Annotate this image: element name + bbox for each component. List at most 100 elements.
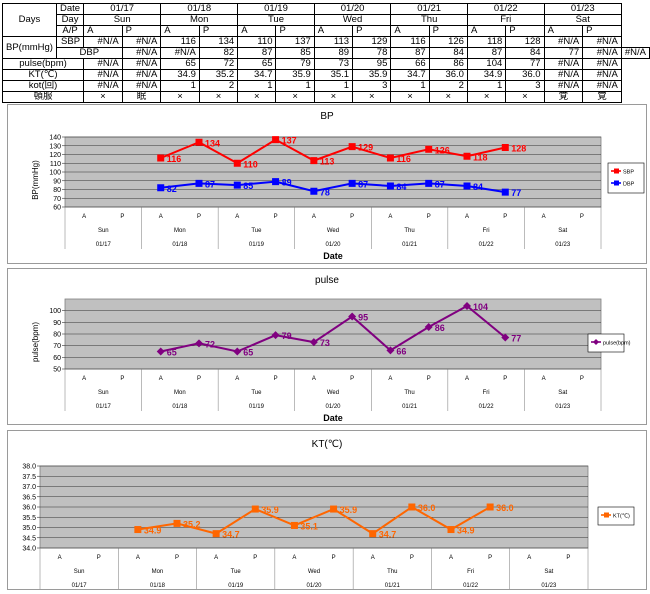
kot-cell: 2 (198, 80, 239, 92)
x-tick-label: A (292, 555, 296, 561)
data-point (134, 526, 142, 534)
x-day-label: Fri (467, 569, 474, 575)
x-date-label: 01/18 (150, 583, 166, 589)
kot-cell: 1 (275, 80, 315, 92)
ap-cell: P (428, 25, 468, 37)
bp-chart-panel: BP 60 70 80 90 100 110 120 130 140 BP(mmHg) A P A P A P A… (7, 104, 647, 264)
sbp-row: BP(mmHg) SBP #N/A #N/A 116 134 110 137 113 129 116… (2, 36, 650, 59)
vitals-table: Days Date 01/17 01/18 01/19 01/20 01/21 01/22 01… (1, 3, 650, 103)
data-point (447, 526, 455, 534)
sbp-cell: #N/A (83, 36, 123, 48)
data-point (233, 159, 241, 167)
pulse-cell: 79 (275, 58, 315, 70)
data-point (233, 181, 241, 189)
data-label: 129 (358, 143, 373, 153)
x-date-label: 01/17 (96, 404, 112, 410)
sleep-cell: × (275, 91, 315, 103)
pulse-row: pulse(bpm) #N/A #N/A 65 72 65 79 73 95 66 86 104 77 #… (1, 58, 650, 70)
chart-title: pulse (315, 275, 339, 286)
x-tick-label: P (197, 376, 201, 382)
x-tick-label: A (58, 555, 62, 561)
x-day-label: Sun (74, 569, 85, 575)
x-day-label: Fri (483, 390, 490, 396)
data-label: 66 (396, 346, 406, 356)
x-day-label: Sun (98, 228, 109, 234)
kot-cell: 3 (352, 80, 392, 92)
y-tick-label: 100 (49, 170, 61, 177)
x-axis-label: Date (323, 413, 343, 423)
x-tick-label: P (566, 555, 570, 561)
bp-label: BP(mmHg) (2, 36, 57, 59)
ap-label: A/P (55, 25, 85, 37)
date-cell: 01/23 (543, 3, 622, 15)
x-date-label: 01/23 (555, 404, 571, 410)
day-cell: Fri (466, 14, 545, 26)
data-label: 73 (320, 338, 330, 348)
ap-cell: P (198, 25, 239, 37)
x-day-label: Fri (483, 228, 490, 234)
x-tick-label: A (465, 376, 469, 382)
sleep-row: 頓服 × 眠 × × × × × × × × × × 覚覚 (1, 91, 650, 103)
dbp-row: DBP #N/A #N/A 82 87 85 89 78 87 84 87 84 77 #N/A #N/A (3, 47, 650, 59)
data-label: 87 (358, 179, 368, 189)
pulse-cell: 65 (237, 58, 277, 70)
kt-chart-panel: KT(℃) 34.0 34.5 35.0 35.5 36.0 36.5 37.0 37.5 38.… (7, 430, 647, 590)
sleep-cell: × (83, 91, 123, 103)
day-cell: Wed (313, 14, 392, 26)
kot-label: kot(回) (1, 80, 85, 92)
dbp-label: DBP (55, 47, 123, 59)
x-tick-label: P (274, 214, 278, 220)
y-tick-label: 34.0 (22, 546, 36, 553)
sleep-cell: × (390, 91, 430, 103)
data-point (290, 521, 298, 529)
vitals-table-body: Days Date 01/17 01/18 01/19 01/20 01/21 01/22 01… (1, 3, 650, 103)
ap-cell: A (160, 25, 200, 37)
data-label: 126 (435, 145, 450, 155)
date-cell: 01/20 (313, 3, 392, 15)
dbp-cell: 78 (352, 47, 392, 59)
ap-cell: P (582, 25, 622, 37)
x-tick-label: A (214, 555, 218, 561)
x-day-label: Mon (174, 390, 186, 396)
x-date-label: 01/19 (249, 242, 265, 248)
kt-cell: #N/A (121, 69, 162, 81)
x-tick-label: P (97, 555, 101, 561)
data-label: 34.9 (144, 526, 162, 536)
y-tick-label: 80 (53, 332, 61, 339)
x-date-label: 01/21 (402, 242, 418, 248)
data-point (386, 346, 395, 355)
data-label: 116 (396, 154, 411, 164)
dbp-cell: 84 (428, 47, 468, 59)
data-label: 35.9 (261, 505, 279, 515)
x-tick-label: P (580, 376, 584, 382)
x-date-label: 01/20 (306, 583, 322, 589)
kot-cell: 1 (466, 80, 507, 92)
legend-box (597, 506, 635, 526)
dbp-cell: 89 (313, 47, 354, 59)
data-label: 34.7 (379, 530, 397, 540)
data-label: 36.0 (496, 503, 514, 513)
kot-cell: 2 (428, 80, 468, 92)
x-tick-label: A (388, 214, 392, 220)
sleep-cell: × (313, 91, 354, 103)
kt-cell: 34.9 (466, 69, 507, 81)
kot-row: kot(回) #N/A #N/A 1 2 1 1 1 3 1 2 1 3 #N/A #N/A (1, 80, 650, 92)
data-point (369, 530, 377, 538)
y-tick-label: 90 (53, 178, 61, 185)
x-tick-label: P (274, 376, 278, 382)
x-date-label: 01/19 (228, 583, 244, 589)
y-tick-label: 120 (49, 152, 61, 159)
dbp-cell: 87 (390, 47, 430, 59)
y-tick-label: 60 (53, 355, 61, 362)
y-tick-label: 36.0 (22, 505, 36, 512)
kot-cell: 1 (313, 80, 354, 92)
x-tick-label: P (427, 376, 431, 382)
x-date-label: 01/21 (385, 583, 401, 589)
data-point (408, 503, 416, 511)
x-date-label: 01/22 (463, 583, 479, 589)
x-tick-label: P (503, 214, 507, 220)
pulse-cell: #N/A (543, 58, 584, 70)
y-tick-label: 35.0 (22, 525, 36, 532)
kt-cell: 35.2 (198, 69, 239, 81)
kt-cell: 34.7 (237, 69, 277, 81)
